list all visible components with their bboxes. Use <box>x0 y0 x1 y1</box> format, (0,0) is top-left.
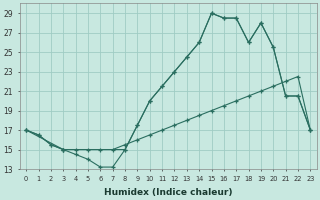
X-axis label: Humidex (Indice chaleur): Humidex (Indice chaleur) <box>104 188 233 197</box>
